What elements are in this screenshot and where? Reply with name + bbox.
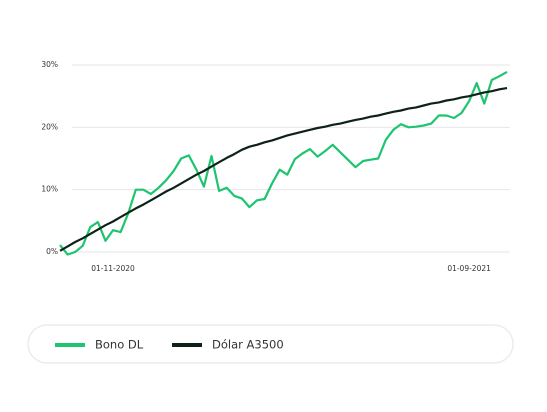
x-tick-label: 01-11-2020 — [91, 264, 135, 273]
x-tick-label: 01-09-2021 — [447, 264, 491, 273]
y-tick-label: 10% — [41, 185, 58, 194]
y-tick-label: 30% — [41, 60, 58, 69]
series-line — [59, 87, 508, 252]
legend-box — [27, 324, 514, 364]
y-tick-label: 0% — [46, 247, 58, 256]
legend-label: Dólar A3500 — [212, 338, 284, 352]
series-line — [59, 70, 508, 256]
legend-label: Bono DL — [95, 338, 144, 352]
y-tick-label: 20% — [41, 122, 58, 131]
